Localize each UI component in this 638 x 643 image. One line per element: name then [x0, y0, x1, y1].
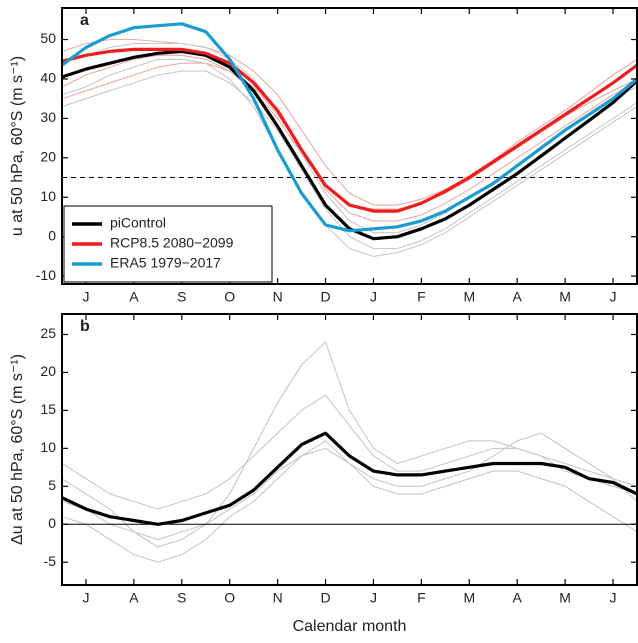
- y-tick-label: 20: [40, 363, 56, 379]
- x-tick-label: S: [177, 590, 186, 606]
- y-tick-label: 10: [40, 439, 56, 455]
- x-tick-label: S: [177, 289, 186, 305]
- x-tick-label: J: [82, 590, 89, 606]
- ensemble-line: [62, 341, 637, 548]
- y-tick-label: 0: [48, 515, 56, 531]
- x-tick-label: F: [417, 590, 426, 606]
- y-tick-label: 0: [48, 227, 56, 243]
- ensemble-line: [62, 42, 637, 234]
- ensemble-line: [62, 394, 637, 510]
- plot-area: [62, 341, 637, 563]
- x-tick-label: N: [273, 289, 283, 305]
- y-tick-label: 30: [40, 109, 56, 125]
- y-tick-label: 20: [40, 149, 56, 165]
- panel-label: b: [80, 318, 90, 335]
- x-tick-label: J: [370, 289, 377, 305]
- plot-area: [62, 22, 637, 257]
- y-tick-label: 10: [40, 188, 56, 204]
- x-tick-label: J: [370, 590, 377, 606]
- x-tick-label: J: [610, 590, 617, 606]
- x-tick-label: A: [513, 590, 523, 606]
- series-line: [62, 22, 637, 233]
- y-tick-label: -10: [36, 267, 56, 283]
- series-line: [62, 49, 637, 241]
- x-tick-label: A: [513, 289, 523, 305]
- x-tick-label: O: [224, 590, 235, 606]
- y-tick-label: 25: [40, 325, 56, 341]
- legend-label: ERA5 1979−2017: [110, 255, 221, 271]
- x-tick-label: M: [559, 289, 571, 305]
- ensemble-line: [62, 58, 637, 257]
- y-tick-label: 15: [40, 401, 56, 417]
- x-tick-label: M: [559, 590, 571, 606]
- axes-frame: [61, 313, 638, 586]
- x-tick-label: A: [129, 289, 139, 305]
- y-tick-label: -5: [44, 553, 57, 569]
- x-tick-label: F: [417, 289, 426, 305]
- x-tick-label: D: [320, 590, 330, 606]
- x-tick-label: D: [320, 289, 330, 305]
- x-tick-label: A: [129, 590, 139, 606]
- ensemble-line: [62, 432, 637, 541]
- ensemble-line: [62, 38, 637, 206]
- x-tick-label: J: [82, 289, 89, 305]
- y-tick-label: 5: [48, 477, 56, 493]
- ensemble-line: [62, 70, 637, 250]
- x-tick-label: M: [463, 590, 475, 606]
- x-tick-label: J: [610, 289, 617, 305]
- y-axis-label: u at 50 hPa, 60°S (m s⁻¹): [9, 56, 26, 236]
- panel-label: a: [80, 12, 89, 29]
- y-tick-label: 50: [40, 30, 56, 46]
- axes-frame: [61, 7, 638, 285]
- legend-label: piControl: [110, 215, 166, 231]
- y-tick-label: 40: [40, 70, 56, 86]
- ensemble-line: [62, 62, 637, 222]
- series-line: [62, 431, 637, 526]
- y-axis-label: Δu at 50 hPa, 60°S (m s⁻¹): [9, 354, 26, 545]
- x-tick-label: N: [273, 590, 283, 606]
- x-axis-label: Calendar month: [293, 618, 407, 635]
- legend-label: RCP8.5 2080−2099: [110, 235, 234, 251]
- series-line: [62, 47, 637, 213]
- x-tick-label: O: [224, 289, 235, 305]
- x-tick-label: M: [463, 289, 475, 305]
